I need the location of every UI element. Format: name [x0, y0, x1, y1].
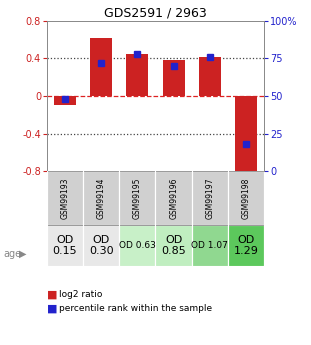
Text: GSM99198: GSM99198	[242, 178, 251, 219]
Bar	[119, 171, 156, 225]
Bar	[54, 96, 76, 106]
Text: log2 ratio: log2 ratio	[59, 290, 102, 299]
Bar	[83, 225, 119, 266]
Bar	[83, 171, 119, 225]
Bar	[228, 225, 264, 266]
Text: ■: ■	[47, 304, 57, 314]
Text: OD
0.15: OD 0.15	[53, 235, 77, 256]
Bar	[228, 171, 264, 225]
Text: GSM99193: GSM99193	[60, 178, 69, 219]
Text: OD 0.63: OD 0.63	[119, 241, 156, 250]
Text: GSM99195: GSM99195	[133, 178, 142, 219]
Text: OD
1.29: OD 1.29	[234, 235, 259, 256]
Text: OD 1.07: OD 1.07	[192, 241, 228, 250]
Bar	[235, 96, 257, 179]
Text: percentile rank within the sample: percentile rank within the sample	[59, 304, 212, 313]
Bar	[127, 54, 148, 96]
Text: age: age	[3, 249, 21, 258]
Bar	[156, 171, 192, 225]
Text: GSM99196: GSM99196	[169, 178, 178, 219]
Title: GDS2591 / 2963: GDS2591 / 2963	[104, 7, 207, 20]
Text: ■: ■	[47, 290, 57, 300]
Bar	[192, 171, 228, 225]
Bar	[119, 225, 156, 266]
Bar	[199, 57, 221, 96]
Bar	[90, 38, 112, 96]
Text: GSM99197: GSM99197	[206, 178, 214, 219]
Bar	[47, 171, 83, 225]
Text: GSM99194: GSM99194	[97, 178, 105, 219]
Bar	[192, 225, 228, 266]
Bar	[156, 225, 192, 266]
Bar	[47, 225, 83, 266]
Bar	[163, 60, 184, 96]
Text: OD
0.85: OD 0.85	[161, 235, 186, 256]
Text: ▶: ▶	[19, 249, 26, 258]
Text: OD
0.30: OD 0.30	[89, 235, 114, 256]
